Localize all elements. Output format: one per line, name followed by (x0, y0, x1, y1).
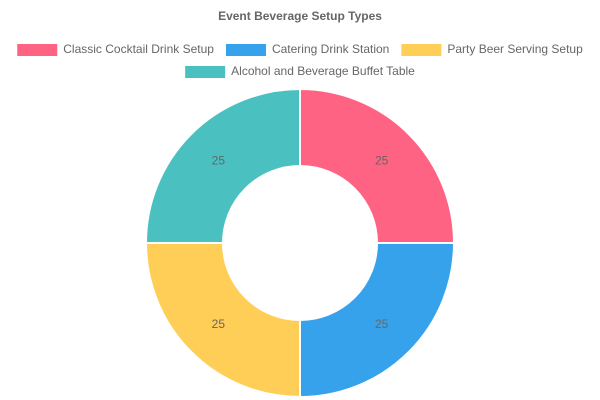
value-label: 25 (375, 317, 389, 331)
legend-swatch (225, 44, 266, 56)
doughnut-segment (144, 242, 301, 399)
legend-swatch (17, 44, 58, 56)
legend-label: Catering Drink Station (272, 42, 389, 56)
doughnut-segment (299, 87, 456, 244)
legend-swatch (401, 44, 442, 56)
value-label: 25 (212, 154, 226, 168)
legend-item: Catering Drink Station (225, 42, 389, 56)
doughnut-segment (299, 242, 456, 399)
legend-item: Classic Cocktail Drink Setup (17, 42, 214, 56)
legend-label: Alcohol and Beverage Buffet Table (231, 64, 415, 78)
legend-label: Party Beer Serving Setup (447, 42, 583, 56)
doughnut-segment (144, 87, 301, 244)
legend-item: Party Beer Serving Setup (401, 42, 583, 56)
legend-label: Classic Cocktail Drink Setup (63, 42, 214, 56)
value-label: 25 (212, 317, 226, 331)
legend-item: Alcohol and Beverage Buffet Table (185, 64, 415, 78)
legend-swatch (185, 66, 226, 78)
value-label: 25 (375, 154, 389, 168)
chart-title: Event Beverage Setup Types (218, 9, 382, 23)
